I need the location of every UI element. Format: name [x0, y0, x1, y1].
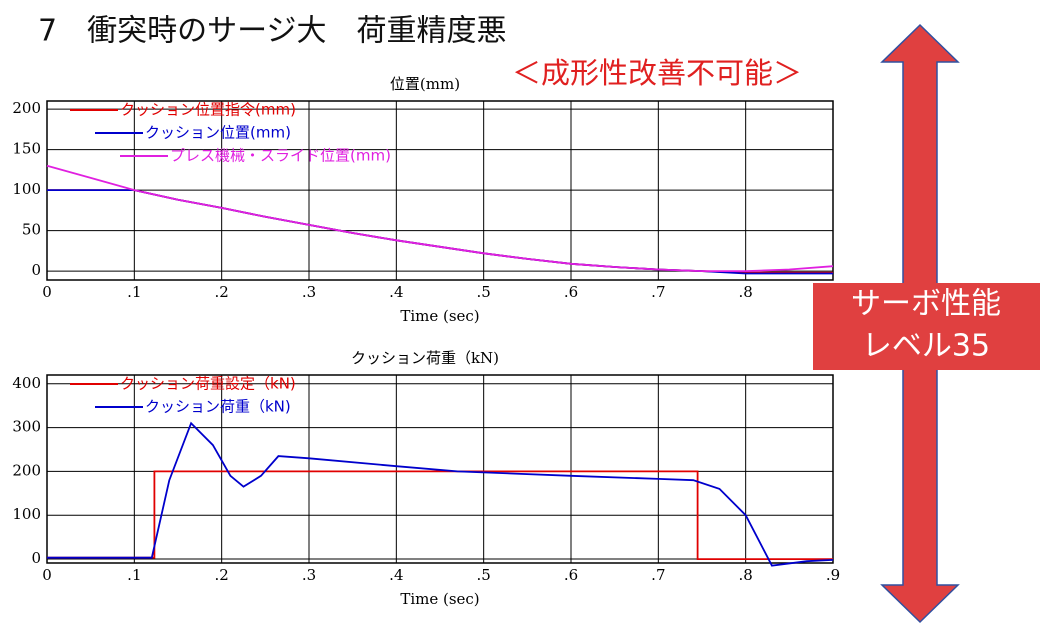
x-tick-label: .8 [739, 566, 753, 584]
badge-line: サーボ性能 [851, 287, 1001, 322]
y-tick-label: 400 [12, 374, 41, 392]
x-tick-label: .7 [651, 283, 665, 301]
x-axis-label: Time (sec) [400, 307, 479, 325]
y-tick-label: 100 [12, 505, 41, 523]
y-tick-label: 0 [31, 549, 41, 567]
legend-label: クッション荷重設定（kN) [120, 375, 296, 393]
x-tick-label: .7 [651, 566, 665, 584]
legend-label: プレス機械・スライド位置(mm) [170, 147, 391, 165]
x-tick-label: .2 [215, 283, 229, 301]
y-tick-label: 150 [12, 140, 41, 158]
plot-area [46, 374, 834, 564]
x-tick-label: .5 [477, 566, 491, 584]
x-tick-label: .8 [739, 283, 753, 301]
x-tick-label: .3 [302, 283, 316, 301]
y-tick-label: 200 [12, 99, 41, 117]
subtitle: ＜成形性改善不可能＞ [512, 56, 802, 90]
x-tick-label: .5 [477, 283, 491, 301]
x-tick-label: .2 [215, 566, 229, 584]
x-tick-label: 0 [42, 283, 52, 301]
series-line [47, 421, 834, 567]
x-tick-label: .1 [127, 566, 141, 584]
legend-label: クッション荷重（kN) [145, 398, 291, 416]
chart-title: クッション荷重（kN) [351, 349, 499, 367]
x-axis-label: Time (sec) [400, 590, 479, 608]
y-tick-label: 50 [22, 221, 41, 239]
slide-title: 7 衝突時のサージ大 荷重精度悪 [38, 14, 507, 49]
badge-line: レベル35 [862, 329, 990, 364]
x-tick-label: .6 [564, 283, 578, 301]
y-tick-label: 300 [12, 418, 41, 436]
x-tick-label: .4 [389, 566, 403, 584]
x-tick-label: .4 [389, 283, 403, 301]
x-tick-label: .3 [302, 566, 316, 584]
legend-label: クッション位置指令(mm) [120, 101, 296, 119]
x-tick-label: .9 [826, 566, 840, 584]
chart-title: 位置(mm) [390, 75, 460, 93]
y-tick-label: 0 [31, 261, 41, 279]
y-tick-label: 200 [12, 461, 41, 479]
y-tick-label: 100 [12, 180, 41, 198]
x-tick-label: 0 [42, 566, 52, 584]
badge [813, 283, 1040, 370]
x-tick-label: .6 [564, 566, 578, 584]
legend-label: クッション位置(mm) [145, 124, 291, 142]
series-line [46, 164, 834, 272]
x-tick-label: .1 [127, 283, 141, 301]
